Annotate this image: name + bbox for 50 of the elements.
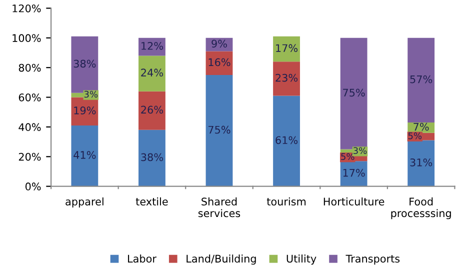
data-label: 24%	[141, 68, 163, 77]
data-label: 23%	[276, 74, 298, 82]
bar	[206, 75, 233, 186]
data-label: 3%	[84, 90, 98, 98]
data-label: 7%	[414, 122, 429, 131]
x-tick-label: Food processsing	[391, 197, 451, 220]
data-label: 38%	[141, 153, 163, 162]
legend-label: Labor	[128, 254, 156, 263]
x-tick-label: textile	[136, 197, 168, 206]
y-tick-label: 120%	[12, 4, 41, 12]
data-label: 12%	[142, 42, 163, 50]
data-label: 61%	[276, 136, 298, 144]
x-tick-label: Horticulture	[324, 197, 384, 206]
data-label: 17%	[343, 168, 365, 177]
data-label: 75%	[343, 88, 365, 97]
data-label: 19%	[74, 106, 96, 114]
data-label: 17%	[276, 44, 298, 52]
bar	[138, 56, 166, 92]
data-label: 16%	[208, 58, 230, 66]
legend-label: Transports	[346, 254, 400, 265]
x-tick-label: apparel	[66, 197, 104, 208]
x-tick-label: Shared services	[198, 197, 240, 218]
data-label: 41%	[74, 151, 96, 159]
y-tick-label: 100%	[12, 34, 41, 42]
x-tick-label: tourism	[266, 197, 306, 206]
bar	[138, 130, 166, 186]
y-tick-label: 40%	[18, 123, 41, 132]
bar	[273, 62, 300, 96]
legend-label: Land/Building	[186, 254, 256, 265]
data-label: 5%	[408, 132, 422, 140]
bar	[273, 36, 300, 62]
bar	[273, 96, 300, 186]
data-label: 31%	[410, 158, 432, 166]
y-tick-label: 20%	[18, 152, 41, 161]
y-tick-label: 60%	[18, 93, 41, 102]
bar	[138, 91, 166, 130]
bar	[340, 161, 368, 186]
y-tick-label: 0%	[25, 182, 41, 190]
data-label: 75%	[208, 126, 230, 134]
data-label: 26%	[141, 106, 163, 114]
bar	[71, 125, 98, 186]
data-label: 57%	[410, 75, 432, 84]
data-label: 38%	[74, 60, 96, 68]
legend-label: Utility	[286, 254, 316, 265]
y-tick-label: 80%	[18, 64, 41, 72]
data-label: 9%	[212, 40, 227, 48]
bar	[408, 38, 435, 122]
bar	[408, 140, 435, 186]
data-label: 3%	[354, 147, 367, 154]
data-label: 5%	[341, 153, 354, 160]
